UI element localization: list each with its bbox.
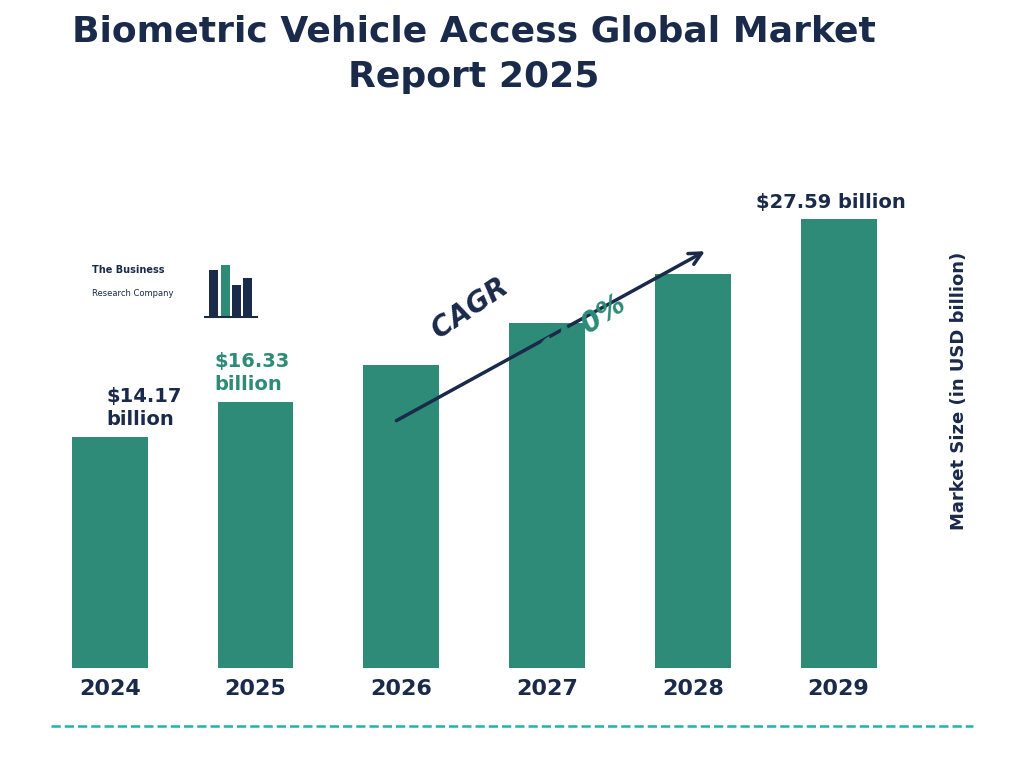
Title: Biometric Vehicle Access Global Market
Report 2025: Biometric Vehicle Access Global Market R… <box>73 15 877 94</box>
Y-axis label: Market Size (in USD billion): Market Size (in USD billion) <box>950 252 968 531</box>
Text: The Business: The Business <box>92 265 165 275</box>
Text: $16.33
billion: $16.33 billion <box>215 352 290 394</box>
Text: CAGR: CAGR <box>427 273 514 344</box>
Text: Research Company: Research Company <box>92 289 174 298</box>
Bar <box>220 265 229 316</box>
Bar <box>243 278 252 316</box>
Text: $27.59 billion: $27.59 billion <box>757 194 906 213</box>
Bar <box>209 270 218 316</box>
Bar <box>509 323 585 668</box>
Bar <box>364 365 439 668</box>
Bar <box>72 438 147 668</box>
Text: 14.0%: 14.0% <box>537 289 632 366</box>
Bar <box>218 402 294 668</box>
Bar <box>801 219 877 668</box>
Bar <box>231 286 241 316</box>
Text: $14.17
billion: $14.17 billion <box>106 387 182 429</box>
Bar <box>655 274 731 668</box>
